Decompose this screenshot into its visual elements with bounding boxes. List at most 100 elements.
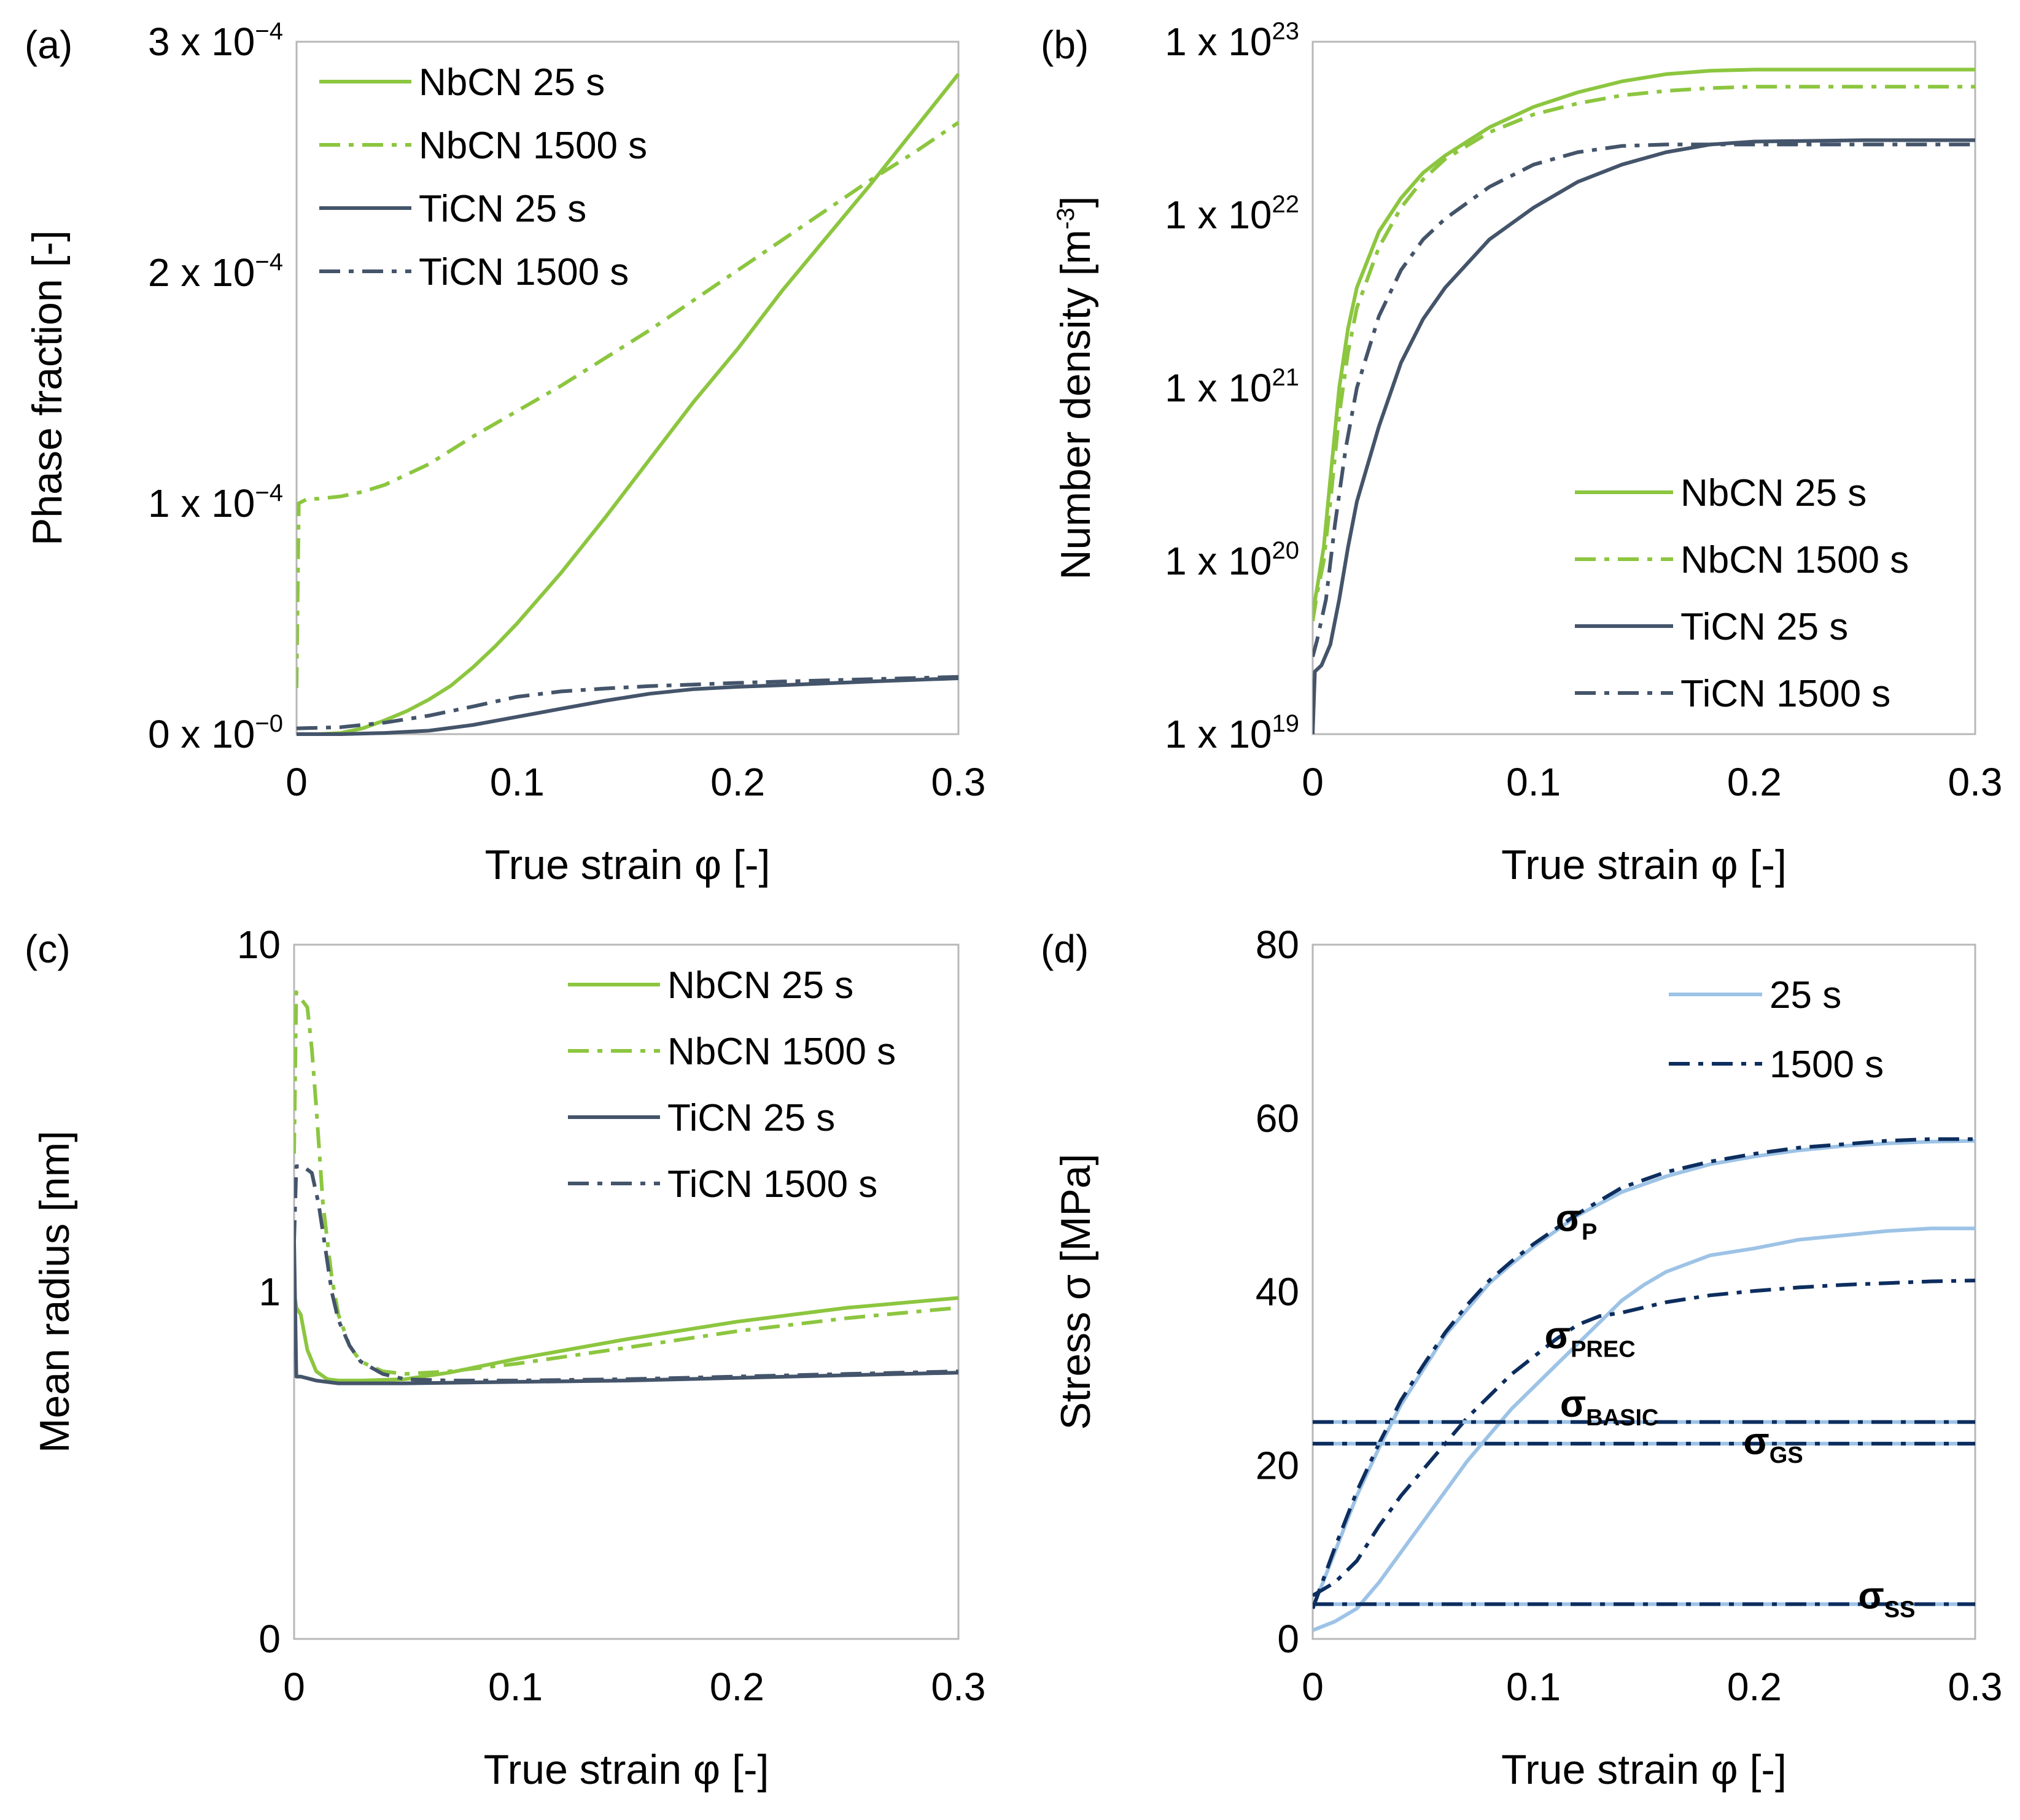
x-tick-label-3-0: 0 [1302, 1665, 1324, 1709]
y-axis-title-end-1: ] [1052, 196, 1099, 207]
x-axis-title-0: True strain φ [-] [485, 842, 771, 888]
x-tick-label-1-2: 0.2 [1727, 760, 1782, 804]
y-tick-exp-1-2: 21 [1272, 364, 1300, 391]
y-tick-base-1-0: 1 x 10 [1165, 712, 1272, 756]
annotation-sub-4: SS [1884, 1597, 1916, 1623]
y-tick-base-1-2: 1 x 10 [1165, 366, 1272, 410]
y-axis-title-main-1: Number density [m [1052, 230, 1099, 580]
legend-label-0-0: NbCN 25 s [419, 61, 605, 104]
series-line-0-1 [297, 121, 960, 688]
annotation-3-2: σBASIC [1560, 1383, 1659, 1431]
y-tick-label-1-2: 1 x 1021 [1165, 364, 1299, 410]
plot-frame-3 [1311, 943, 1976, 1640]
series-line-1-1 [1313, 85, 1975, 622]
x-tick-label-2-2: 0.2 [710, 1665, 764, 1709]
legend-label-1-2: TiCN 25 s [1680, 606, 1848, 648]
y-tick-label-3-0: 0 [1277, 1617, 1299, 1661]
annotation-main-2: σ [1560, 1383, 1586, 1425]
legend-label-3-1: 1500 s [1769, 1044, 1884, 1086]
panel-label-1: (b) [1041, 23, 1089, 67]
series-line-3-2 [1313, 1226, 1975, 1632]
y-tick-label-2-1: 1 [258, 1270, 281, 1314]
series-line-1-0 [1313, 68, 1975, 614]
y-tick-label-3-2: 40 [1256, 1270, 1299, 1314]
annotation-main-0: σ [1556, 1198, 1582, 1240]
x-tick-label-3-2: 0.2 [1727, 1665, 1782, 1709]
y-tick-label-0-3: 3 x 10−4 [148, 18, 283, 64]
annotation-3-4: σSS [1858, 1575, 1915, 1623]
annotation-main-1: σ [1545, 1314, 1571, 1357]
plot-frame-0 [295, 41, 960, 735]
y-tick-base-1-3: 1 x 10 [1165, 193, 1272, 237]
series-line-2-3 [294, 1164, 959, 1383]
y-tick-label-1-4: 1 x 1023 [1165, 18, 1299, 64]
y-axis-title-sup-1: -3 [1052, 207, 1079, 230]
legend-label-0-1: NbCN 1500 s [419, 125, 647, 167]
y-tick-exp-0-0: −0 [255, 710, 283, 737]
series-line-3-3 [1313, 1279, 1976, 1597]
x-tick-label-3-3: 0.3 [1948, 1665, 2003, 1709]
series-group-1 [1313, 68, 1975, 735]
y-axis-title-0: Phase fraction [-] [24, 230, 71, 546]
y-tick-label-3-4: 80 [1256, 923, 1299, 967]
panel-label-2: (c) [25, 927, 71, 971]
panel-label-0: (a) [25, 23, 72, 67]
x-axis-title-2: True strain φ [-] [484, 1746, 769, 1793]
y-tick-base-0-2: 2 x 10 [148, 250, 255, 295]
x-tick-label-2-3: 0.3 [931, 1665, 986, 1709]
y-tick-exp-0-1: −4 [255, 479, 283, 506]
x-tick-label-0-1: 0.1 [490, 760, 545, 804]
legend-label-2-2: TiCN 25 s [667, 1097, 835, 1139]
x-tick-label-0-3: 0.3 [931, 760, 986, 804]
annotation-sub-2: BASIC [1586, 1405, 1658, 1431]
series-group-0 [297, 72, 960, 736]
x-tick-label-2-0: 0 [283, 1665, 305, 1709]
y-tick-label-2-2: 10 [237, 923, 281, 967]
y-tick-exp-1-4: 23 [1272, 18, 1300, 45]
y-tick-label-1-3: 1 x 1022 [1165, 191, 1299, 237]
x-tick-label-0-0: 0 [286, 760, 308, 804]
y-tick-exp-1-3: 22 [1272, 191, 1300, 218]
y-tick-base-1-4: 1 x 10 [1165, 20, 1272, 64]
legend-label-2-1: NbCN 1500 s [667, 1031, 896, 1073]
y-tick-label-3-3: 60 [1256, 1096, 1299, 1140]
y-tick-base-0-0: 0 x 10 [148, 712, 255, 756]
x-axis-title-3: True strain φ [-] [1501, 1746, 1787, 1793]
annotation-3-0: σP [1556, 1198, 1598, 1245]
series-line-1-3 [1313, 142, 1975, 657]
annotation-3-3: σGS [1743, 1420, 1803, 1468]
annotation-main-4: σ [1858, 1575, 1884, 1617]
annotation-sub-0: P [1582, 1220, 1597, 1245]
y-tick-base-0-3: 3 x 10 [148, 20, 255, 64]
x-tick-label-1-3: 0.3 [1948, 760, 2003, 804]
x-tick-label-2-1: 0.1 [488, 1665, 543, 1709]
y-tick-label-0-0: 0 x 10−0 [148, 710, 283, 756]
y-tick-label-2-0: 0 [258, 1617, 281, 1661]
y-axis-title-2: Mean radius [nm] [31, 1131, 78, 1453]
y-tick-base-1-1: 1 x 10 [1165, 539, 1272, 583]
series-line-3-0 [1313, 1139, 1976, 1609]
y-axis-title-1: Number density [m-3] [1052, 196, 1099, 579]
x-tick-label-3-1: 0.1 [1506, 1665, 1561, 1709]
series-group-2 [294, 990, 959, 1385]
annotation-sub-1: PREC [1571, 1336, 1636, 1362]
x-axis-title-1: True strain φ [-] [1501, 842, 1787, 888]
legend-label-1-1: NbCN 1500 s [1680, 539, 1909, 581]
series-line-3-1 [1313, 1137, 1975, 1609]
y-tick-exp-0-3: −4 [255, 18, 283, 45]
legend-label-3-0: 25 s [1769, 974, 1841, 1016]
y-axis-title-3: Stress σ [MPa] [1052, 1153, 1099, 1430]
y-tick-label-1-0: 1 x 1019 [1165, 710, 1299, 756]
chart-panel-0: 0 0.1 0.2 0.30 x 10−01 x 10−42 x 10−43 x 10… [24, 18, 985, 888]
annotation-sub-3: GS [1769, 1442, 1803, 1468]
y-tick-label-0-1: 1 x 10−4 [148, 479, 283, 525]
legend-label-1-3: TiCN 1500 s [1680, 673, 1890, 715]
y-tick-label-3-1: 20 [1256, 1443, 1299, 1487]
y-tick-exp-1-1: 20 [1272, 537, 1300, 564]
legend-label-2-3: TiCN 1500 s [667, 1163, 877, 1206]
chart-panel-3: 0 0.1 0.2 0.3 0 20 40 60 80 True strain φ [-] Stre… [1041, 923, 2002, 1793]
x-tick-label-1-0: 0 [1302, 760, 1324, 804]
chart-panel-2: 0 0.1 0.2 0.3 0 1 10 True strain φ [-] Mean radi… [25, 923, 985, 1793]
panel-label-3: (d) [1041, 927, 1089, 971]
